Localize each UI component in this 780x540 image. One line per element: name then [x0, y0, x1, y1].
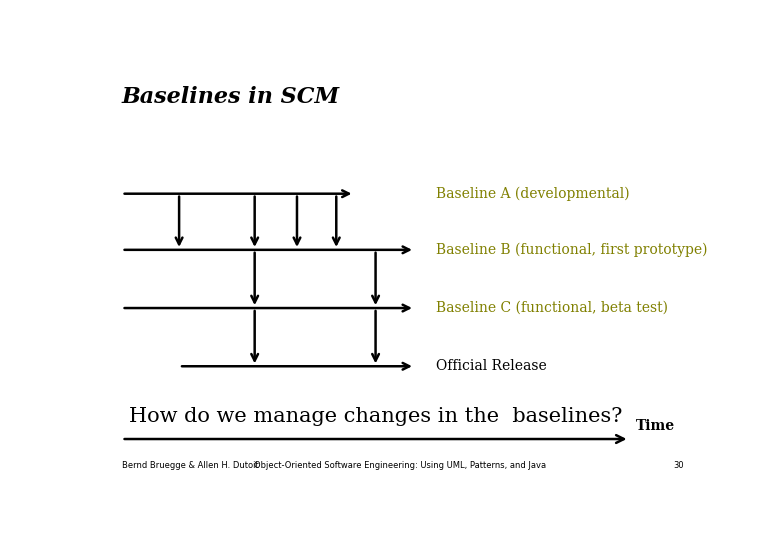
Text: How do we manage changes in the  baselines?: How do we manage changes in the baseline… [129, 407, 622, 426]
Text: 30: 30 [673, 461, 684, 470]
Text: Baselines in SCM: Baselines in SCM [122, 85, 340, 107]
Text: Baseline C (functional, beta test): Baseline C (functional, beta test) [436, 301, 668, 315]
Text: Official Release: Official Release [436, 359, 547, 373]
Text: Object-Oriented Software Engineering: Using UML, Patterns, and Java: Object-Oriented Software Engineering: Us… [254, 461, 546, 470]
Text: Baseline B (functional, first prototype): Baseline B (functional, first prototype) [436, 242, 707, 257]
Text: Baseline A (developmental): Baseline A (developmental) [436, 186, 629, 201]
Text: Time: Time [636, 419, 675, 433]
Text: Bernd Bruegge & Allen H. Dutoit: Bernd Bruegge & Allen H. Dutoit [122, 461, 258, 470]
